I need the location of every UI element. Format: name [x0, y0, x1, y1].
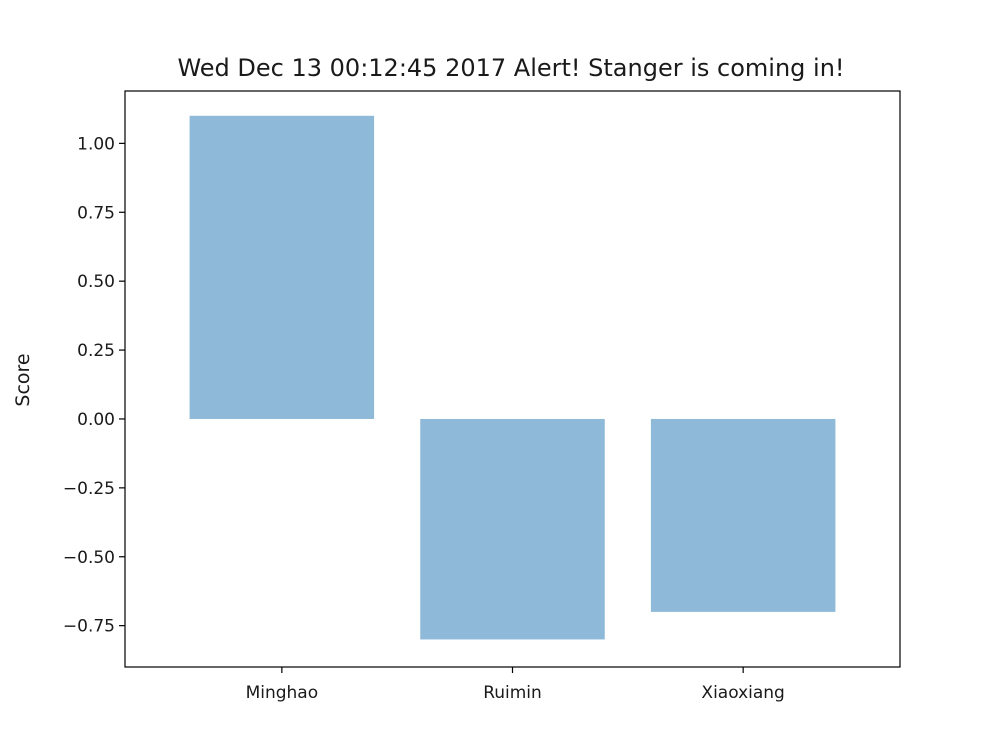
y-axis-label: Score: [12, 353, 34, 406]
x-tick-label: Xiaoxiang: [701, 683, 784, 703]
x-tick-label: Minghao: [246, 683, 319, 703]
y-tick-label: 0.00: [77, 410, 115, 430]
bar-xiaoxiang: [650, 418, 836, 612]
y-axis: 1.00 0.75 0.50 0.25 0.00 −0.25 −0.50 −0.75: [63, 134, 125, 637]
x-tick-label: Ruimin: [483, 683, 542, 703]
bars-group: [189, 115, 836, 640]
y-tick-label: −0.75: [63, 617, 115, 637]
y-tick-label: 0.25: [77, 341, 115, 361]
chart-title: Wed Dec 13 00:12:45 2017 Alert! Stanger …: [177, 54, 844, 82]
y-tick-label: 1.00: [77, 134, 115, 154]
y-tick-label: −0.25: [63, 479, 115, 499]
bar-ruimin: [420, 418, 605, 640]
y-tick-label: 0.50: [77, 272, 115, 292]
y-tick-label: 0.75: [77, 203, 115, 223]
x-axis: Minghao Ruimin Xiaoxiang: [246, 667, 785, 703]
y-tick-label: −0.50: [63, 548, 115, 568]
bar-minghao: [189, 115, 375, 419]
